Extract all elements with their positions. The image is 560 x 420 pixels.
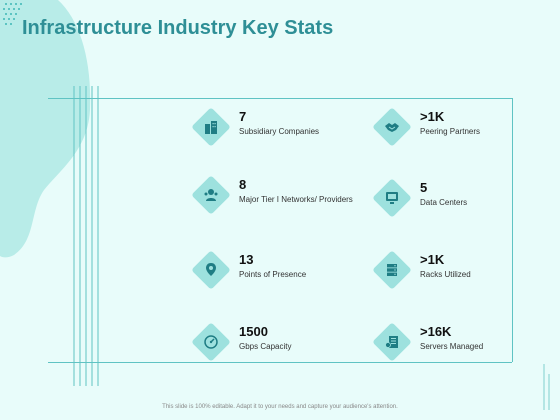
office-buildings-icon [199,115,223,139]
vertical-lines-decoration [73,86,99,386]
stat-label: Data Centers [420,198,468,207]
handshake-icon [380,115,404,139]
dot-pattern [3,3,22,25]
stat-label: Points of Presence [239,270,307,279]
location-pin-icon [199,258,223,282]
stat-value: 5 [420,180,428,195]
server-managed-icon [380,330,404,354]
footer-note: This slide is 100% editable. Adapt it to… [162,404,398,410]
stat-item-points-of-presence: 13 Points of Presence [191,250,367,302]
stat-value: 1500 [239,324,268,339]
stat-value: >16K [420,324,452,339]
stat-value: >1K [420,109,445,124]
stat-item-gbps-capacity: 1500 Gbps Capacity [191,322,367,374]
background-blob [0,0,91,258]
server-rack-icon [380,258,404,282]
stat-label: Servers Managed [420,342,484,351]
stat-value: 13 [239,252,254,267]
stat-label: Racks Utilized [420,270,471,279]
stat-value: >1K [420,252,445,267]
stat-value: 8 [239,177,247,192]
speedometer-icon [199,330,223,354]
corner-lines-decoration [543,364,550,410]
stat-label: Gbps Capacity [239,342,292,351]
stat-item-peering-partners: >1K Peering Partners [372,107,548,159]
stat-value: 7 [239,109,247,124]
stat-item-subsidiary-companies: 7 Subsidiary Companies [191,107,367,159]
frame-right-line [512,98,513,362]
frame-top-line [48,98,512,99]
stat-label: Major Tier I Networks/ Providers [239,195,353,204]
stat-item-data-centers: 5 Data Centers [372,178,548,230]
data-center-icon [380,186,404,210]
page-title: Infrastructure Industry Key Stats [22,17,334,39]
network-providers-icon [199,183,223,207]
frame-bottom-line [48,362,512,363]
stat-label: Peering Partners [420,127,481,136]
stat-item-servers-managed: >16K Servers Managed [372,322,548,374]
stat-item-racks-utilized: >1K Racks Utilized [372,250,548,302]
stat-label: Subsidiary Companies [239,127,320,136]
stat-item-major-tier-networks: 8 Major Tier I Networks/ Providers [191,175,367,227]
